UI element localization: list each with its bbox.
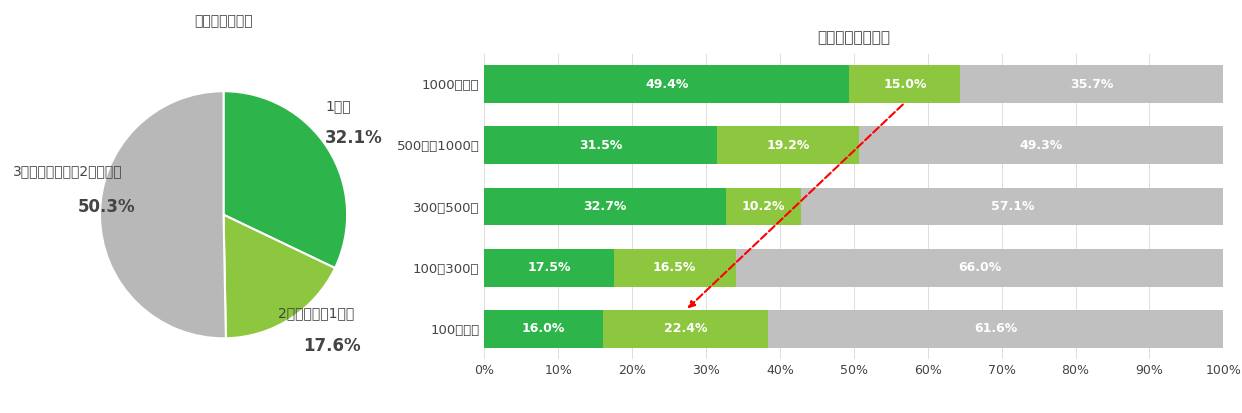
Text: 32.7%: 32.7% <box>584 200 627 213</box>
Text: 57.1%: 57.1% <box>991 200 1035 213</box>
Text: 22.4%: 22.4% <box>663 322 707 335</box>
Bar <box>484 65 850 103</box>
Text: 1社目: 1社目 <box>325 99 351 113</box>
Legend: １社目, ２社目(転職1回）, ３社目以上（転職2回以上）: １社目, ２社目(転職1回）, ３社目以上（転職2回以上） <box>705 408 1002 413</box>
Text: 49.4%: 49.4% <box>646 78 688 91</box>
Text: 10.2%: 10.2% <box>741 200 785 213</box>
Text: 19.2%: 19.2% <box>766 139 810 152</box>
Text: 17.6%: 17.6% <box>303 337 361 355</box>
Wedge shape <box>224 215 335 338</box>
Text: 16.5%: 16.5% <box>653 261 697 274</box>
Wedge shape <box>101 91 226 338</box>
Bar <box>484 126 717 164</box>
Bar <box>768 310 1223 348</box>
Bar <box>735 249 1223 287</box>
Bar <box>717 126 859 164</box>
Bar <box>484 188 727 225</box>
Text: 31.5%: 31.5% <box>579 139 622 152</box>
Text: 16.0%: 16.0% <box>522 322 565 335</box>
Text: 32.1%: 32.1% <box>325 129 383 147</box>
Bar <box>801 188 1223 225</box>
Text: 50.3%: 50.3% <box>78 199 135 216</box>
Bar <box>850 65 960 103</box>
Text: 3社目以上（転職2回以上）: 3社目以上（転職2回以上） <box>12 164 123 178</box>
Text: 61.6%: 61.6% <box>974 322 1017 335</box>
Title: 社員数別転職回数: 社員数別転職回数 <box>817 31 891 45</box>
Text: 35.7%: 35.7% <box>1071 78 1114 91</box>
Bar <box>614 249 735 287</box>
Text: 2社目（転職1回）: 2社目（転職1回） <box>278 306 354 320</box>
Text: 15.0%: 15.0% <box>883 78 927 91</box>
Text: 49.3%: 49.3% <box>1020 139 1063 152</box>
Bar <box>484 249 614 287</box>
Bar <box>484 310 602 348</box>
Bar <box>960 65 1225 103</box>
Text: 17.5%: 17.5% <box>528 261 571 274</box>
Text: 66.0%: 66.0% <box>958 261 1001 274</box>
Bar <box>727 188 801 225</box>
Title: 転職回数の割合: 転職回数の割合 <box>194 14 253 28</box>
Wedge shape <box>224 91 347 268</box>
Bar <box>859 126 1223 164</box>
Bar <box>602 310 768 348</box>
